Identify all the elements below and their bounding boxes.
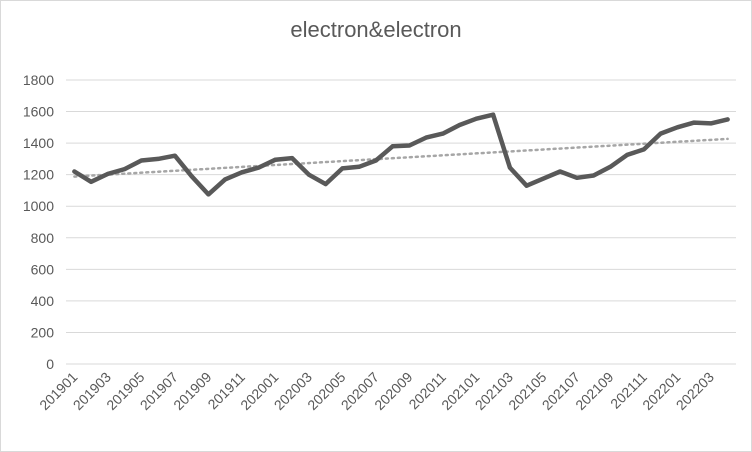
- data-point: [608, 164, 613, 169]
- y-tick-label: 1600: [23, 104, 54, 120]
- x-axis-labels: 2019012019032019052019072019092019112020…: [36, 369, 717, 413]
- y-tick-label: 600: [31, 261, 55, 277]
- x-tick-label: 202009: [371, 369, 415, 413]
- x-tick-label: 202203: [673, 369, 717, 413]
- data-point: [206, 192, 211, 197]
- y-tick-label: 200: [31, 324, 55, 340]
- series-line: [72, 112, 730, 197]
- data-point: [357, 164, 362, 169]
- data-point: [641, 147, 646, 152]
- data-point: [541, 176, 546, 181]
- data-point: [457, 122, 462, 127]
- data-point: [256, 165, 261, 170]
- data-point: [474, 116, 479, 121]
- data-point: [390, 144, 395, 149]
- data-point: [340, 166, 345, 171]
- data-point: [139, 158, 144, 163]
- data-point: [105, 171, 110, 176]
- series-layer: [72, 112, 730, 197]
- data-point: [239, 170, 244, 175]
- data-point: [323, 182, 328, 187]
- trendline-layer: [73, 137, 729, 178]
- y-tick-label: 1400: [23, 135, 54, 151]
- y-tick-label: 1800: [23, 72, 54, 88]
- data-point: [306, 172, 311, 177]
- y-tick-label: 0: [46, 356, 54, 372]
- gridlines: [66, 79, 736, 365]
- y-axis-labels: 0 200 400 600 800 1000 1200 1400 1600 1800: [23, 72, 54, 372]
- trendline: [73, 137, 729, 178]
- data-point: [72, 169, 77, 174]
- data-point: [407, 143, 412, 148]
- data-point: [424, 135, 429, 140]
- x-tick-label: 201909: [170, 369, 214, 413]
- y-tick-label: 800: [31, 230, 55, 246]
- data-point: [591, 173, 596, 178]
- data-point: [725, 117, 730, 122]
- data-point: [692, 120, 697, 125]
- data-point: [625, 152, 630, 157]
- data-point: [373, 158, 378, 163]
- data-point: [658, 131, 663, 136]
- data-point: [491, 112, 496, 117]
- data-point: [507, 165, 512, 170]
- data-point: [574, 175, 579, 180]
- data-point: [290, 156, 295, 161]
- data-point: [558, 169, 563, 174]
- data-point: [122, 167, 127, 172]
- x-tick-label: 202109: [572, 369, 616, 413]
- chart-title: electron&electron: [290, 17, 462, 42]
- data-point: [708, 121, 713, 126]
- data-point: [89, 179, 94, 184]
- data-point: [172, 153, 177, 158]
- data-point: [675, 125, 680, 130]
- data-point: [223, 177, 228, 182]
- y-tick-label: 400: [31, 293, 55, 309]
- y-tick-label: 1000: [23, 198, 54, 214]
- y-tick-label: 1200: [23, 167, 54, 183]
- data-point: [189, 174, 194, 179]
- data-point: [524, 183, 529, 188]
- data-point: [156, 156, 161, 161]
- data-point: [273, 157, 278, 162]
- data-point: [440, 131, 445, 136]
